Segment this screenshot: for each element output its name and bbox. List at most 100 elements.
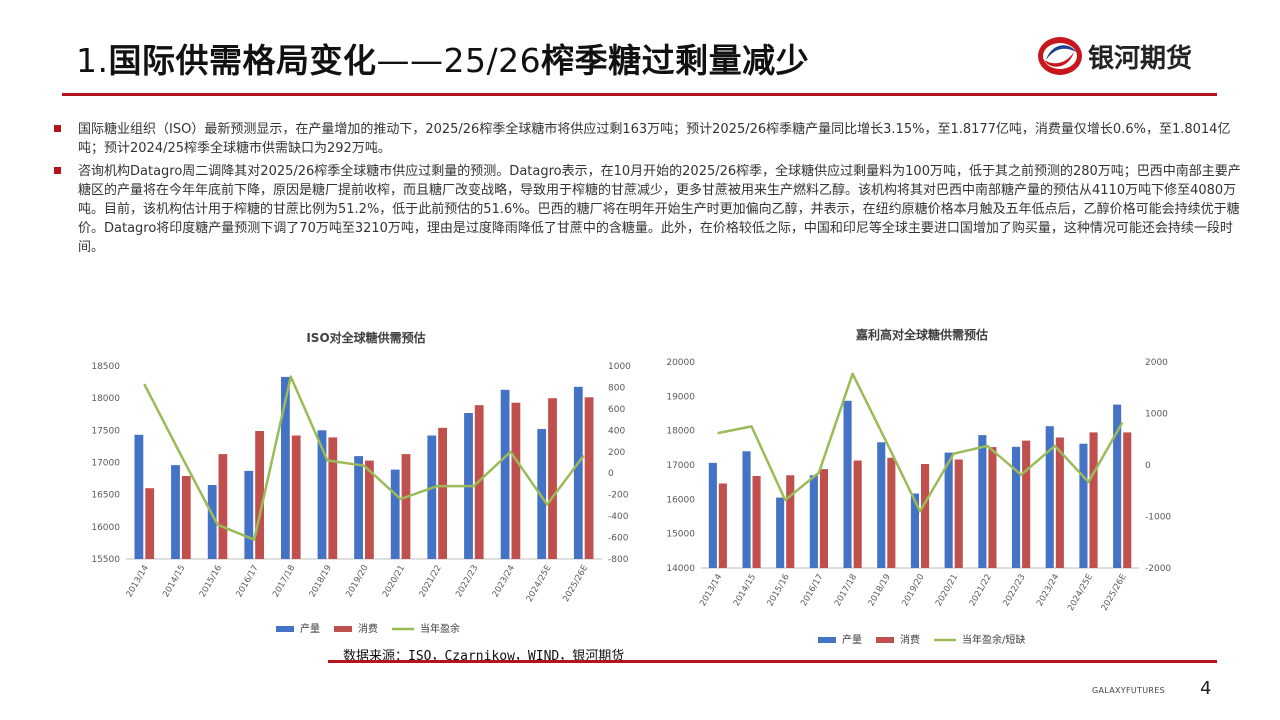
surplus-point bbox=[885, 441, 887, 443]
bar-production bbox=[573, 386, 583, 559]
bar-consumption bbox=[1022, 440, 1031, 568]
bar-consumption bbox=[988, 447, 997, 568]
legend-label: 产量 bbox=[842, 633, 862, 646]
x-tick-label: 2021/22 bbox=[968, 573, 994, 609]
x-tick-label: 2023/24 bbox=[1035, 573, 1061, 609]
bar-consumption bbox=[218, 454, 228, 559]
surplus-point bbox=[143, 383, 145, 385]
bar-production bbox=[427, 435, 437, 559]
y-left-tick-label: 16000 bbox=[91, 523, 120, 533]
page-number: 4 bbox=[1200, 678, 1212, 699]
bottom-divider bbox=[328, 660, 1217, 663]
bar-consumption bbox=[752, 476, 761, 568]
y-right-tick-label: -600 bbox=[608, 534, 629, 544]
bar-production bbox=[134, 434, 144, 559]
x-tick-label: 2019/20 bbox=[900, 573, 926, 609]
surplus-point bbox=[818, 472, 820, 474]
y-left-tick-label: 17500 bbox=[91, 426, 120, 436]
bar-consumption bbox=[718, 483, 727, 568]
x-tick-label: 2014/15 bbox=[732, 573, 758, 609]
x-tick-label: 2022/23 bbox=[1001, 573, 1027, 609]
bar-consumption bbox=[255, 431, 264, 559]
surplus-point bbox=[400, 498, 402, 500]
bar-production bbox=[390, 469, 400, 559]
surplus-point bbox=[217, 524, 218, 526]
y-right-tick-label: 200 bbox=[608, 448, 625, 458]
y-right-tick-label: -400 bbox=[608, 512, 629, 522]
surplus-point bbox=[852, 373, 854, 375]
bar-consumption bbox=[887, 457, 896, 568]
surplus-point bbox=[290, 376, 292, 378]
bar-consumption bbox=[291, 435, 301, 559]
surplus-point bbox=[751, 425, 752, 427]
bar-consumption bbox=[954, 459, 963, 568]
bar-consumption bbox=[401, 454, 411, 559]
y-left-tick-label: 18500 bbox=[91, 362, 120, 372]
x-tick-label: 2014/15 bbox=[161, 564, 187, 600]
x-tick-label: 2020/21 bbox=[934, 573, 960, 609]
legend-label: 消费 bbox=[358, 622, 378, 635]
bullet-square-icon bbox=[54, 167, 61, 174]
company-logo: 银河期货 bbox=[1036, 34, 1221, 78]
y-right-tick-label: 1000 bbox=[1145, 410, 1168, 420]
bar-production bbox=[809, 475, 818, 568]
bar-consumption bbox=[819, 469, 828, 568]
y-right-tick-label: -2000 bbox=[1145, 564, 1171, 574]
surplus-point bbox=[1088, 481, 1089, 483]
bar-consumption bbox=[584, 397, 594, 559]
bar-consumption bbox=[1123, 432, 1132, 568]
y-right-tick-label: 1000 bbox=[608, 362, 631, 372]
y-left-tick-label: 19000 bbox=[666, 392, 695, 402]
surplus-point bbox=[1020, 474, 1022, 476]
x-tick-label: 2018/19 bbox=[308, 564, 334, 600]
bar-consumption bbox=[511, 402, 521, 559]
x-tick-label: 2016/17 bbox=[234, 564, 260, 600]
x-tick-label: 2017/18 bbox=[271, 564, 297, 600]
x-tick-label: 2025/26E bbox=[561, 564, 590, 604]
chart-title: 嘉利高对全球糖供需预估 bbox=[855, 327, 988, 342]
bar-consumption bbox=[145, 488, 155, 559]
bar-consumption bbox=[548, 398, 557, 559]
x-tick-label: 2024/25E bbox=[525, 564, 554, 604]
surplus-point bbox=[180, 454, 182, 456]
bar-production bbox=[354, 456, 363, 559]
x-tick-label: 2025/26E bbox=[1100, 573, 1129, 613]
bar-consumption bbox=[181, 476, 191, 559]
bar-consumption bbox=[365, 460, 374, 559]
bullet-text: 咨询机构Datagro周二调降其对2025/26榨季全球糖市供应过剩量的预测。D… bbox=[78, 164, 1241, 255]
galaxy-logo-icon bbox=[1038, 37, 1082, 75]
page-title: 1.国际供需格局变化——25/26榨季糖过剩量减少 bbox=[76, 34, 809, 82]
iso-chart-svg: ISO对全球糖供需预估 15500 16000 16500 17000 17500 1800… bbox=[91, 330, 631, 635]
legend-label: 当年盈余 bbox=[420, 622, 460, 635]
surplus-point bbox=[253, 539, 255, 541]
x-tick-label: 2015/16 bbox=[766, 573, 792, 609]
y-right-tick-label: -200 bbox=[608, 491, 629, 501]
x-tick-label: 2015/16 bbox=[198, 564, 224, 600]
bar-production bbox=[944, 452, 953, 568]
surplus-point bbox=[546, 504, 548, 505]
y-left-tick-label: 15500 bbox=[91, 555, 120, 565]
czarnikow-supply-demand-chart: 嘉利高对全球糖供需预估 14000 15000 16000 17000 18000 1900… bbox=[650, 318, 1218, 648]
legend-label: 消费 bbox=[900, 633, 920, 646]
bar-production bbox=[776, 497, 785, 568]
iso-supply-demand-chart: ISO对全球糖供需预估 15500 16000 16500 17000 17500 1800… bbox=[70, 318, 650, 643]
x-tick-label: 2024/25E bbox=[1066, 573, 1095, 613]
bar-production bbox=[877, 442, 886, 568]
title-dash: ——25/26 bbox=[376, 41, 542, 80]
y-right-tick-label: 400 bbox=[608, 426, 625, 436]
bar-production bbox=[1045, 426, 1054, 568]
y-right-tick-label: 600 bbox=[608, 405, 625, 415]
surplus-point bbox=[986, 445, 988, 447]
title-part-a: 国际供需格局变化 bbox=[108, 41, 377, 80]
title-number: 1. bbox=[76, 41, 109, 80]
y-left-tick-label: 18000 bbox=[666, 427, 695, 437]
legend-swatch bbox=[276, 626, 294, 632]
bullet-list: 国际糖业组织（ISO）最新预测显示，在产量增加的推动下，2025/26榨季全球糖… bbox=[54, 120, 1244, 261]
legend-swatch bbox=[876, 637, 894, 643]
bar-production bbox=[244, 470, 254, 559]
surplus-point bbox=[436, 485, 438, 487]
bar-production bbox=[978, 435, 987, 568]
x-tick-label: 2016/17 bbox=[799, 573, 825, 609]
bullet-text: 国际糖业组织（ISO）最新预测显示，在产量增加的推动下，2025/26榨季全球糖… bbox=[78, 122, 1231, 156]
bullet-item: 国际糖业组织（ISO）最新预测显示，在产量增加的推动下，2025/26榨季全球糖… bbox=[54, 120, 1244, 158]
